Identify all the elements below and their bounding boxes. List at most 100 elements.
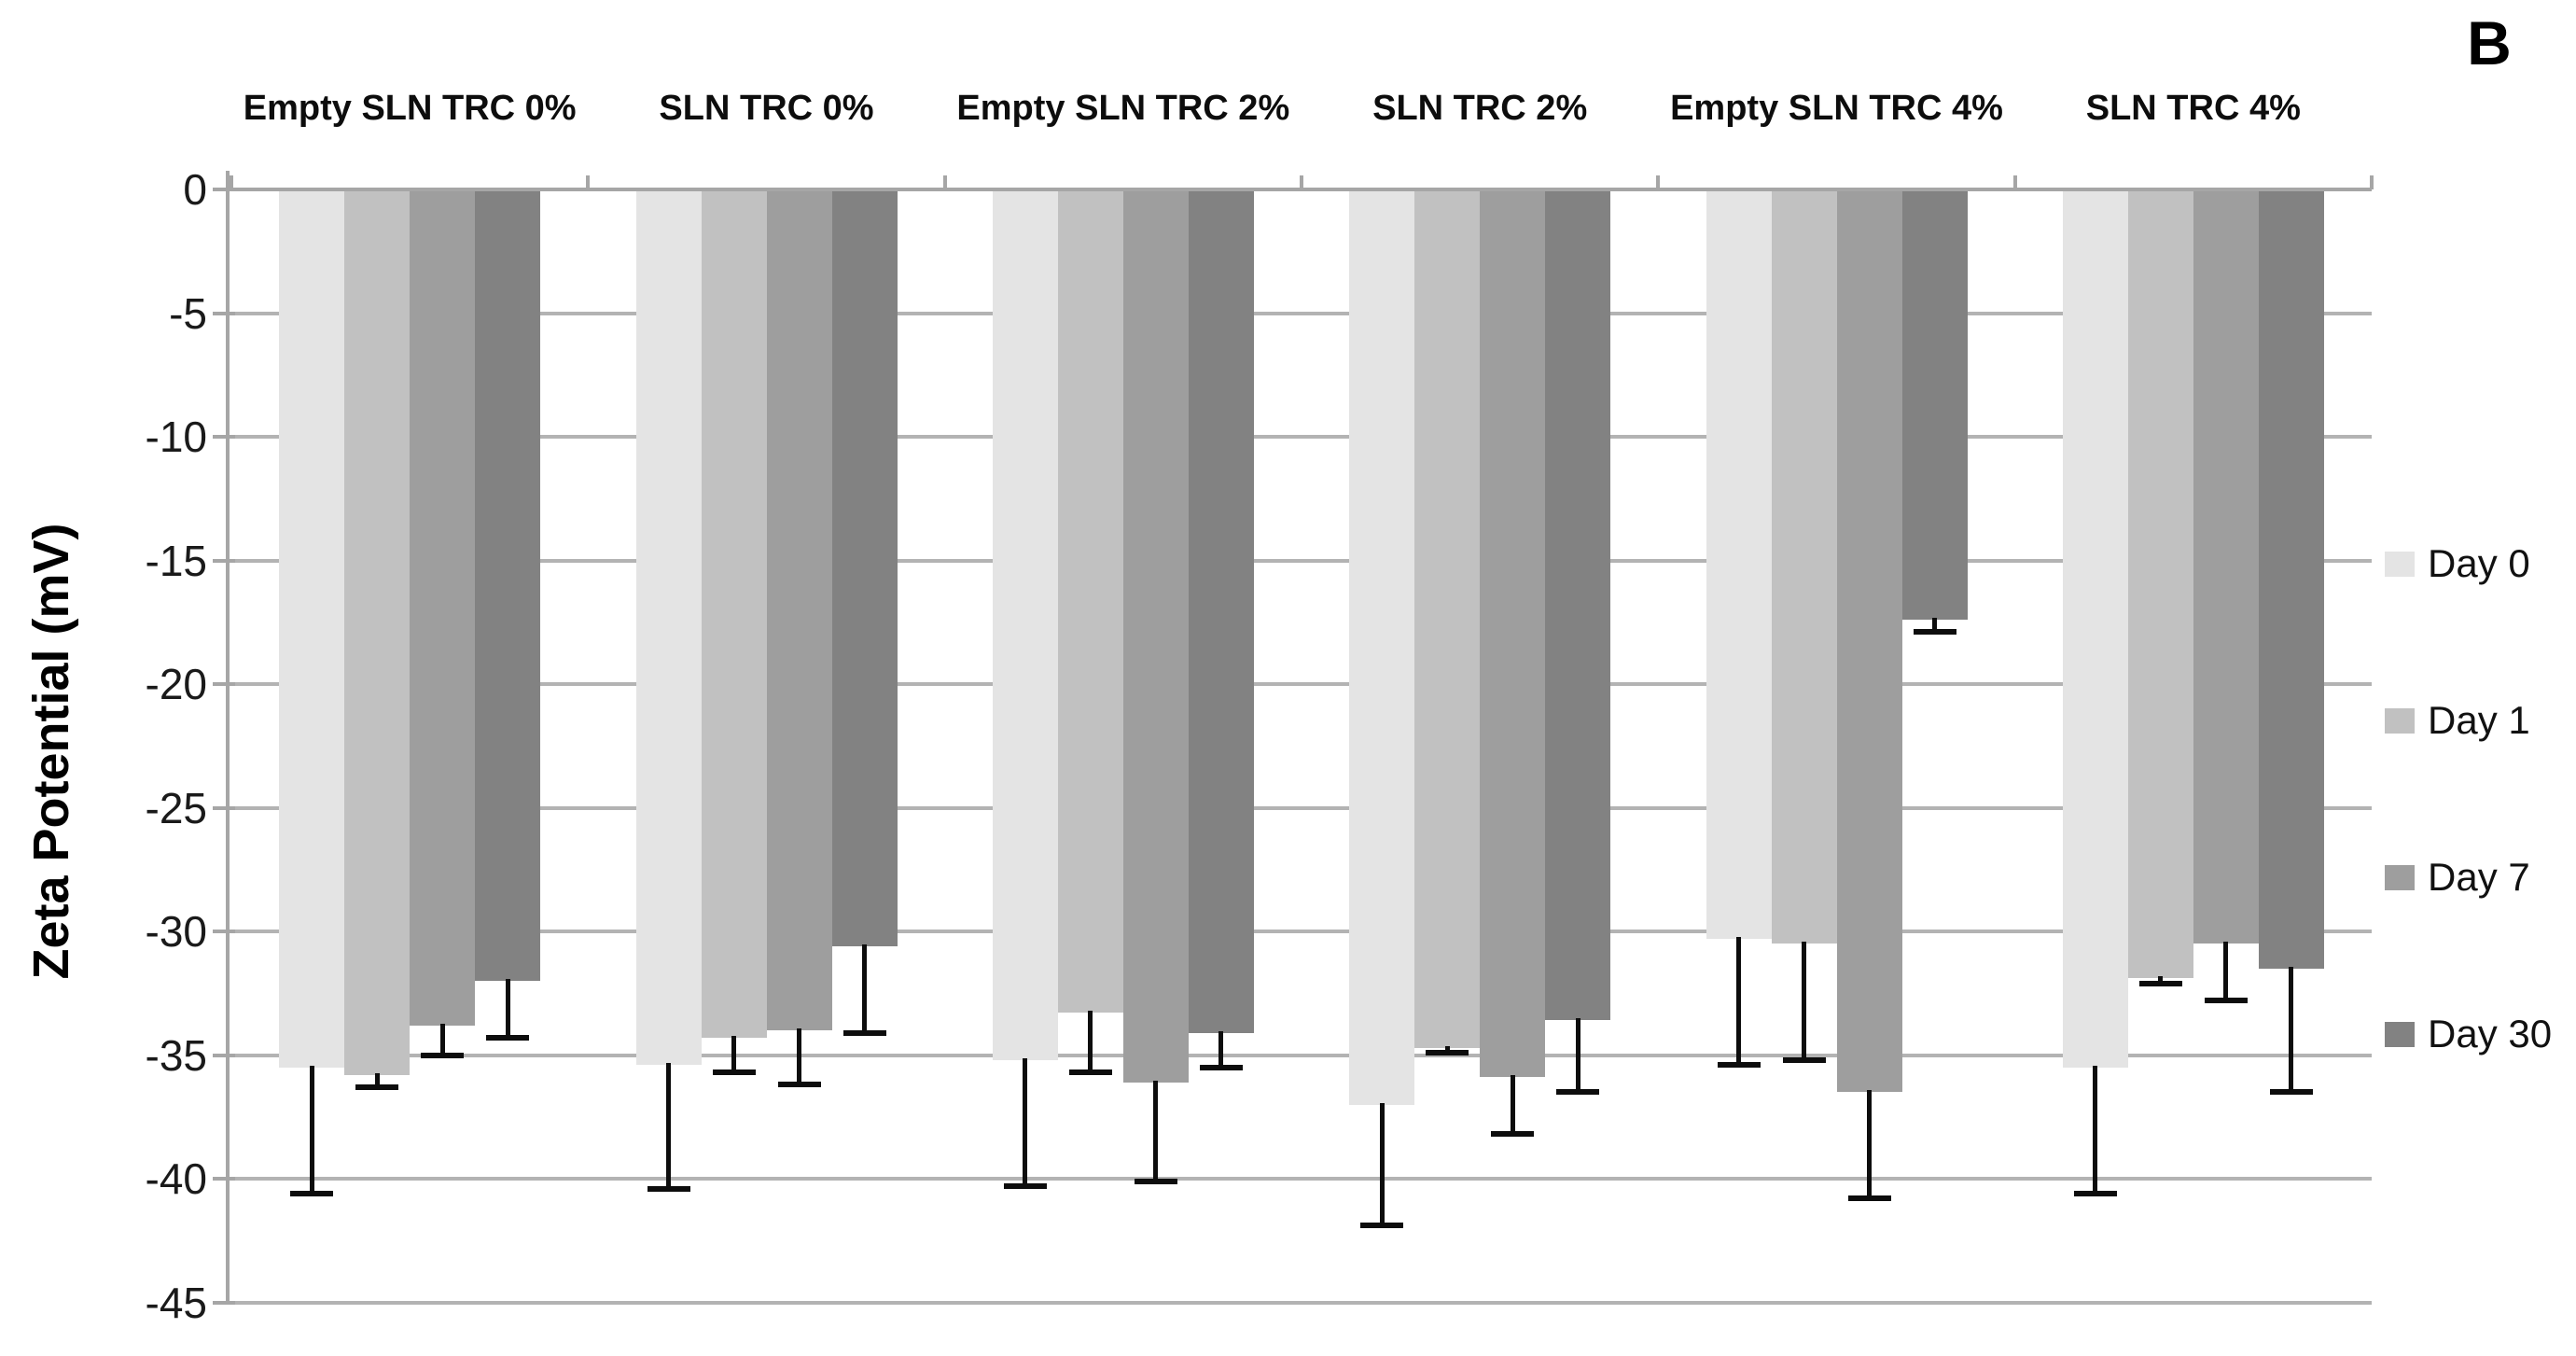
legend-label-day-0: Day 0: [2428, 541, 2530, 585]
error-bar-day-7-empty-sln-trc-0-: [439, 1023, 445, 1055]
category-label-sln-trc-4-: SLN TRC 4%: [2085, 89, 2301, 128]
y-axis-tick: [213, 188, 235, 191]
y-axis-tick: [213, 1300, 235, 1305]
error-bar-day-1-sln-trc-4-: [2158, 976, 2164, 984]
y-tick-label: -20: [145, 660, 207, 708]
error-bar-day-7-sln-trc-2-: [1510, 1075, 1515, 1135]
error-bar-day-30-sln-trc-4-: [2289, 966, 2294, 1093]
bar-day-7-empty-sln-trc-0-: [410, 189, 476, 1026]
gridline--5: [231, 311, 2372, 315]
x-axis-category-tick: [1656, 175, 1661, 189]
legend-swatch-day-0: [2385, 552, 2415, 577]
error-bar-cap: [777, 1082, 821, 1088]
error-bar-cap: [1847, 1195, 1891, 1202]
bar-day-30-sln-trc-4-: [2258, 189, 2324, 969]
category-label-empty-sln-trc-4-: Empty SLN TRC 4%: [1670, 89, 2003, 128]
error-bar-cap: [1199, 1064, 1243, 1070]
bar-day-1-empty-sln-trc-4-: [1771, 189, 1837, 944]
gridline--45: [231, 1300, 2372, 1305]
bar-day-0-sln-trc-0-: [635, 189, 702, 1066]
y-axis-tick: [213, 805, 235, 810]
panel-label: B: [2467, 8, 2512, 77]
error-bar-day-7-sln-trc-0-: [797, 1028, 801, 1085]
error-bar-cap: [1491, 1131, 1535, 1138]
error-bar-day-30-empty-sln-trc-0-: [505, 979, 510, 1038]
error-bar-cap: [1782, 1056, 1826, 1063]
x-axis-category-tick: [586, 175, 591, 189]
bar-day-0-sln-trc-4-: [2062, 189, 2128, 1068]
error-bar-cap: [290, 1190, 334, 1196]
error-bar-day-30-empty-sln-trc-2-: [1218, 1030, 1224, 1068]
x-axis-line: [231, 188, 2372, 191]
legend-label-day-7: Day 7: [2428, 855, 2530, 899]
y-axis-tick: [213, 435, 235, 439]
bar-day-7-empty-sln-trc-2-: [1122, 189, 1189, 1083]
bar-day-1-sln-trc-0-: [701, 189, 767, 1038]
error-bar-cap: [1913, 629, 1956, 636]
legend-swatch-day-7: [2385, 865, 2415, 890]
error-bar-day-0-empty-sln-trc-4-: [1736, 936, 1741, 1066]
gridline--25: [231, 805, 2372, 810]
gridline--15: [231, 558, 2372, 563]
error-bar-day-1-empty-sln-trc-2-: [1088, 1011, 1093, 1073]
error-bar-day-30-sln-trc-2-: [1575, 1018, 1580, 1093]
y-axis-tick: [213, 558, 235, 563]
gridline--30: [231, 930, 2372, 933]
x-axis-category-tick: [942, 175, 947, 189]
gridline--20: [231, 682, 2372, 686]
bar-day-7-sln-trc-2-: [1480, 189, 1546, 1078]
error-bar-cap: [1003, 1182, 1047, 1189]
error-bar-cap: [2204, 998, 2248, 1004]
error-bar-day-7-sln-trc-4-: [2223, 942, 2229, 1001]
bar-day-7-empty-sln-trc-4-: [1836, 189, 1902, 1093]
bar-day-0-sln-trc-2-: [1349, 189, 1415, 1105]
bar-day-0-empty-sln-trc-4-: [1706, 189, 1772, 939]
error-bar-day-1-sln-trc-0-: [731, 1035, 736, 1073]
gridline--40: [231, 1177, 2372, 1181]
error-bar-cap: [1360, 1223, 1404, 1229]
error-bar-day-1-empty-sln-trc-0-: [374, 1072, 380, 1087]
error-bar-cap: [421, 1052, 465, 1058]
y-tick-label: -40: [145, 1154, 207, 1203]
bar-day-30-empty-sln-trc-0-: [475, 189, 541, 981]
error-bar-day-7-empty-sln-trc-2-: [1153, 1080, 1159, 1181]
y-axis-tick: [213, 930, 235, 933]
y-tick-label: -35: [145, 1030, 207, 1080]
bar-day-1-empty-sln-trc-2-: [1057, 189, 1123, 1014]
y-axis-tick: [213, 1177, 235, 1181]
category-label-sln-trc-0-: SLN TRC 0%: [659, 89, 874, 128]
error-bar-cap: [486, 1034, 530, 1041]
error-bar-day-0-sln-trc-0-: [666, 1063, 671, 1189]
legend-label-day-30: Day 30: [2428, 1012, 2553, 1055]
x-axis-category-tick: [2012, 175, 2017, 189]
y-axis-tick: [213, 311, 235, 315]
y-tick-label: -30: [145, 907, 207, 956]
y-tick-label: -10: [145, 412, 207, 461]
bar-day-30-empty-sln-trc-2-: [1188, 189, 1254, 1033]
legend-swatch-day-30: [2385, 1022, 2415, 1047]
legend-swatch-day-1: [2385, 708, 2415, 734]
y-tick-label: -25: [145, 783, 207, 832]
error-bar-cap: [355, 1083, 399, 1090]
error-bar-cap: [647, 1185, 690, 1192]
gridline--10: [231, 435, 2372, 439]
bar-day-30-empty-sln-trc-4-: [1901, 189, 1968, 621]
gridline--35: [231, 1053, 2372, 1057]
bar-day-7-sln-trc-0-: [766, 189, 832, 1030]
error-bar-cap: [842, 1029, 886, 1036]
error-bar-day-30-sln-trc-0-: [862, 944, 867, 1033]
y-axis-line: [226, 171, 230, 1305]
category-label-sln-trc-2-: SLN TRC 2%: [1372, 89, 1588, 128]
bar-day-30-sln-trc-0-: [831, 189, 898, 946]
error-bar-cap: [1426, 1049, 1469, 1055]
error-bar-day-0-empty-sln-trc-0-: [309, 1065, 314, 1194]
category-label-empty-sln-trc-0-: Empty SLN TRC 0%: [243, 89, 577, 128]
legend-label-day-1: Day 1: [2428, 698, 2530, 742]
error-bar-day-1-empty-sln-trc-4-: [1802, 942, 1806, 1060]
error-bar-day-30-empty-sln-trc-4-: [1932, 618, 1937, 633]
error-bar-cap: [1068, 1069, 1112, 1076]
y-tick-label: 0: [183, 165, 207, 214]
error-bar-day-0-sln-trc-2-: [1379, 1102, 1385, 1226]
